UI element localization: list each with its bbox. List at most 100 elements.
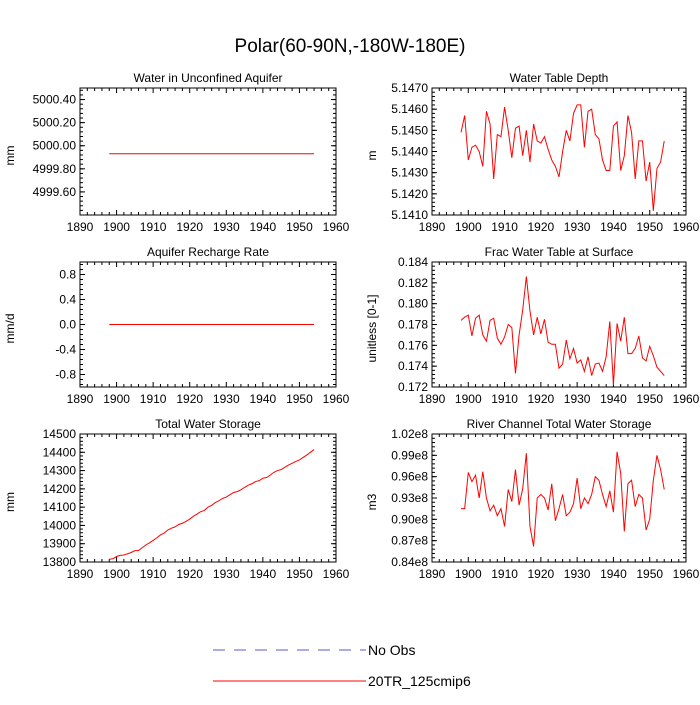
chart-title: Water Table Depth bbox=[510, 71, 609, 85]
y-tick-label: 14200 bbox=[43, 482, 77, 496]
y-axis-label: unitless [0-1] bbox=[365, 294, 379, 362]
chart-title: River Channel Total Water Storage bbox=[467, 417, 652, 431]
y-axis-label: m bbox=[365, 151, 379, 161]
x-tick-label: 1930 bbox=[213, 567, 240, 581]
x-tick-label: 1920 bbox=[176, 567, 203, 581]
x-tick-label: 1950 bbox=[636, 392, 663, 406]
x-tick-label: 1940 bbox=[600, 567, 627, 581]
x-tick-label: 1920 bbox=[176, 220, 203, 234]
y-tick-label: 0.84e8 bbox=[391, 555, 428, 569]
plot-frame bbox=[431, 433, 687, 563]
y-tick-label: 5000.40 bbox=[33, 93, 77, 107]
y-tick-label: 5.1440 bbox=[391, 145, 428, 159]
x-tick-label: 1960 bbox=[323, 567, 350, 581]
y-tick-label: 5.1450 bbox=[391, 123, 428, 137]
y-tick-label: 0.87e8 bbox=[391, 534, 428, 548]
x-tick-label: 1890 bbox=[67, 567, 94, 581]
y-tick-label: 14100 bbox=[43, 500, 77, 514]
x-tick-label: 1900 bbox=[103, 567, 130, 581]
chart-panel-4: Frac Water Table at Surface unitless [0-1… bbox=[365, 245, 700, 406]
y-tick-label: 4999.80 bbox=[33, 162, 77, 176]
y-tick-label: 5.1430 bbox=[391, 166, 428, 180]
legend-label-2: 20TR_125cmip6 bbox=[368, 673, 471, 689]
plot-frame bbox=[431, 87, 687, 216]
plot-frame bbox=[79, 87, 337, 216]
x-tick-label: 1900 bbox=[455, 392, 482, 406]
x-tick-label: 1940 bbox=[250, 392, 277, 406]
legend: No Obs 20TR_125cmip6 bbox=[213, 642, 471, 689]
y-tick-label: 4999.60 bbox=[33, 185, 77, 199]
y-axis-label: m3 bbox=[365, 493, 379, 510]
x-tick-label: 1960 bbox=[673, 220, 700, 234]
x-tick-label: 1940 bbox=[250, 220, 277, 234]
y-tick-label: 0.93e8 bbox=[391, 491, 428, 505]
x-tick-label: 1950 bbox=[636, 220, 663, 234]
y-tick-label: 5.1410 bbox=[391, 208, 428, 222]
plot-frame bbox=[79, 433, 337, 563]
y-tick-label: -0.8 bbox=[55, 368, 76, 382]
y-tick-label: 0.172 bbox=[398, 380, 428, 394]
x-tick-label: 1960 bbox=[323, 392, 350, 406]
y-tick-label: 5.1460 bbox=[391, 102, 428, 116]
y-tick-label: 0.182 bbox=[398, 276, 428, 290]
chart-panel-5: Total Water Storage mm 1890 1900 1910 1920 193… bbox=[3, 417, 350, 581]
y-tick-label: 0.176 bbox=[398, 338, 428, 352]
chart-title: Total Water Storage bbox=[155, 417, 261, 431]
y-tick-label: 1.02e8 bbox=[391, 427, 428, 441]
x-tick-label: 1910 bbox=[140, 220, 167, 234]
x-tick-label: 1910 bbox=[140, 567, 167, 581]
x-tick-label: 1920 bbox=[528, 567, 555, 581]
y-tick-label: 14400 bbox=[43, 445, 77, 459]
series-line-1 bbox=[461, 451, 665, 547]
chart-panel-3: Aquifer Recharge Rate mm/d 1890 1900 1910 192… bbox=[3, 245, 350, 406]
x-tick-label: 1950 bbox=[636, 567, 663, 581]
x-tick-label: 1960 bbox=[323, 220, 350, 234]
x-tick-label: 1940 bbox=[600, 392, 627, 406]
x-tick-label: 1920 bbox=[528, 220, 555, 234]
x-tick-label: 1890 bbox=[67, 392, 94, 406]
y-axis-label: mm bbox=[3, 492, 17, 512]
y-tick-label: 5.1420 bbox=[391, 187, 428, 201]
chart-panel-1: Water in Unconfined Aquifer mm 1890 1900 191… bbox=[3, 71, 350, 234]
y-tick-label: 5000.20 bbox=[33, 116, 77, 130]
y-tick-label: 13900 bbox=[43, 537, 77, 551]
chart-panel-6: River Channel Total Water Storage m3 1890 1… bbox=[365, 417, 700, 581]
chart-title: Aquifer Recharge Rate bbox=[147, 245, 269, 259]
y-tick-label: 0.178 bbox=[398, 318, 428, 332]
y-axis-label: mm bbox=[3, 146, 17, 166]
x-tick-label: 1920 bbox=[528, 392, 555, 406]
x-tick-label: 1930 bbox=[564, 220, 591, 234]
x-tick-label: 1930 bbox=[213, 392, 240, 406]
x-tick-label: 1910 bbox=[491, 392, 518, 406]
x-tick-label: 1950 bbox=[286, 220, 313, 234]
x-tick-label: 1910 bbox=[491, 220, 518, 234]
page-title: Polar(60-90N,-180W-180E) bbox=[234, 36, 466, 57]
y-tick-label: 0.96e8 bbox=[391, 470, 428, 484]
x-tick-label: 1950 bbox=[286, 392, 313, 406]
x-tick-label: 1940 bbox=[250, 567, 277, 581]
series-line-1 bbox=[109, 449, 315, 560]
y-tick-label: 0.90e8 bbox=[391, 512, 428, 526]
y-tick-label: 5.1470 bbox=[391, 81, 428, 95]
legend-label-1: No Obs bbox=[368, 642, 415, 658]
x-tick-label: 1900 bbox=[455, 567, 482, 581]
y-tick-label: 0.8 bbox=[59, 268, 76, 282]
y-tick-label: 14000 bbox=[43, 518, 77, 532]
x-tick-label: 1940 bbox=[600, 220, 627, 234]
y-tick-label: 0.4 bbox=[59, 293, 76, 307]
x-tick-label: 1890 bbox=[419, 567, 446, 581]
x-tick-label: 1900 bbox=[455, 220, 482, 234]
x-tick-label: 1900 bbox=[103, 392, 130, 406]
y-tick-label: -0.4 bbox=[55, 343, 76, 357]
y-tick-label: 0.184 bbox=[398, 255, 428, 269]
chart-title: Frac Water Table at Surface bbox=[485, 245, 634, 259]
y-tick-label: 0.99e8 bbox=[391, 448, 428, 462]
series-line-1 bbox=[460, 104, 665, 211]
x-tick-label: 1890 bbox=[419, 392, 446, 406]
x-tick-label: 1930 bbox=[564, 392, 591, 406]
x-tick-label: 1930 bbox=[564, 567, 591, 581]
y-tick-label: 14300 bbox=[43, 464, 77, 478]
series-line-1 bbox=[460, 276, 665, 385]
